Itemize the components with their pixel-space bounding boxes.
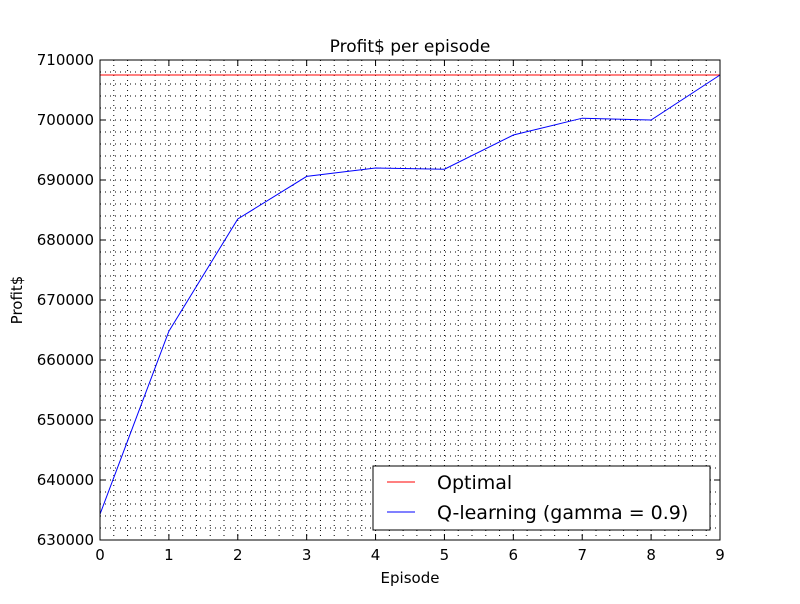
x-tick-label: 2 <box>233 546 243 564</box>
x-tick-label: 0 <box>95 546 105 564</box>
x-axis-label: Episode <box>381 569 440 587</box>
y-axis-label: Profit$ <box>8 276 26 325</box>
x-tick-label: 8 <box>646 546 656 564</box>
y-tick-label: 670000 <box>37 291 94 309</box>
y-tick-label: 700000 <box>37 111 94 129</box>
y-tick-label: 660000 <box>37 351 94 369</box>
x-tick-label: 3 <box>302 546 312 564</box>
x-tick-label: 1 <box>164 546 174 564</box>
x-tick-label: 6 <box>509 546 519 564</box>
legend-label-q-learning: Q-learning (gamma = 0.9) <box>437 502 688 524</box>
y-tick-label: 640000 <box>37 471 94 489</box>
x-tick-label: 7 <box>577 546 587 564</box>
chart-title: Profit$ per episode <box>330 37 491 57</box>
y-tick-label: 650000 <box>37 411 94 429</box>
legend-label-optimal: Optimal <box>437 472 512 494</box>
x-tick-label: 4 <box>371 546 381 564</box>
y-tick-label: 690000 <box>37 171 94 189</box>
y-tick-label: 630000 <box>37 531 94 549</box>
y-tick-label: 680000 <box>37 231 94 249</box>
x-tick-label: 5 <box>440 546 450 564</box>
y-tick-label: 710000 <box>37 51 94 69</box>
legend: Optimal Q-learning (gamma = 0.9) <box>373 466 710 530</box>
x-tick-label: 9 <box>715 546 725 564</box>
